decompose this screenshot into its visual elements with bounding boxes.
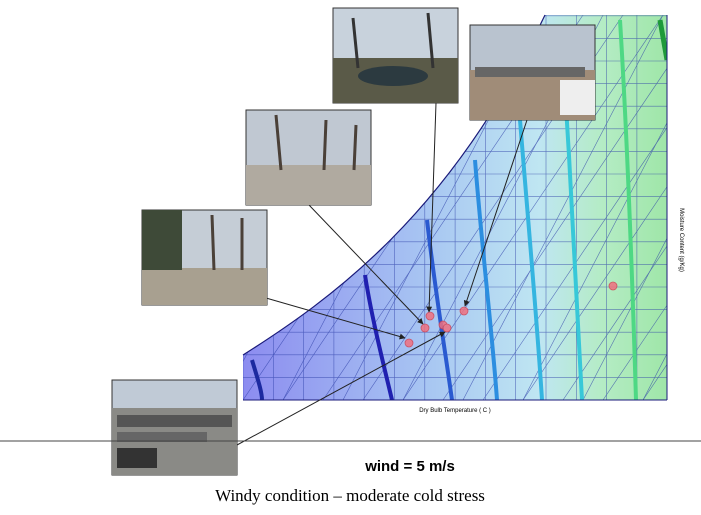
grid-line: [462, 15, 664, 400]
grid-line: [0, 15, 223, 400]
condition-label: wind = 5 m/s: [364, 458, 455, 475]
grid-line: [482, 15, 667, 400]
grid-line: [0, 15, 183, 400]
x-axis-label: Dry Bulb Temperature ( C ): [419, 408, 491, 414]
grid-line: [243, 15, 244, 400]
grid-line: [402, 15, 664, 400]
grid-line: [243, 15, 264, 400]
grid-line: [522, 15, 667, 400]
grid-line: [683, 15, 701, 400]
grid-line: [602, 15, 667, 400]
grid-line: [562, 15, 667, 400]
grid-line: [0, 15, 143, 400]
grid-line: [522, 15, 667, 400]
grid-line: [582, 15, 667, 400]
y-axis-label: Moisture Content (g/Kg): [678, 208, 684, 272]
caption: Windy condition – moderate cold stress: [215, 486, 485, 505]
grid-line: [0, 15, 103, 400]
photos: [111, 7, 596, 476]
arrows: [236, 102, 528, 446]
data-points: [404, 281, 618, 348]
